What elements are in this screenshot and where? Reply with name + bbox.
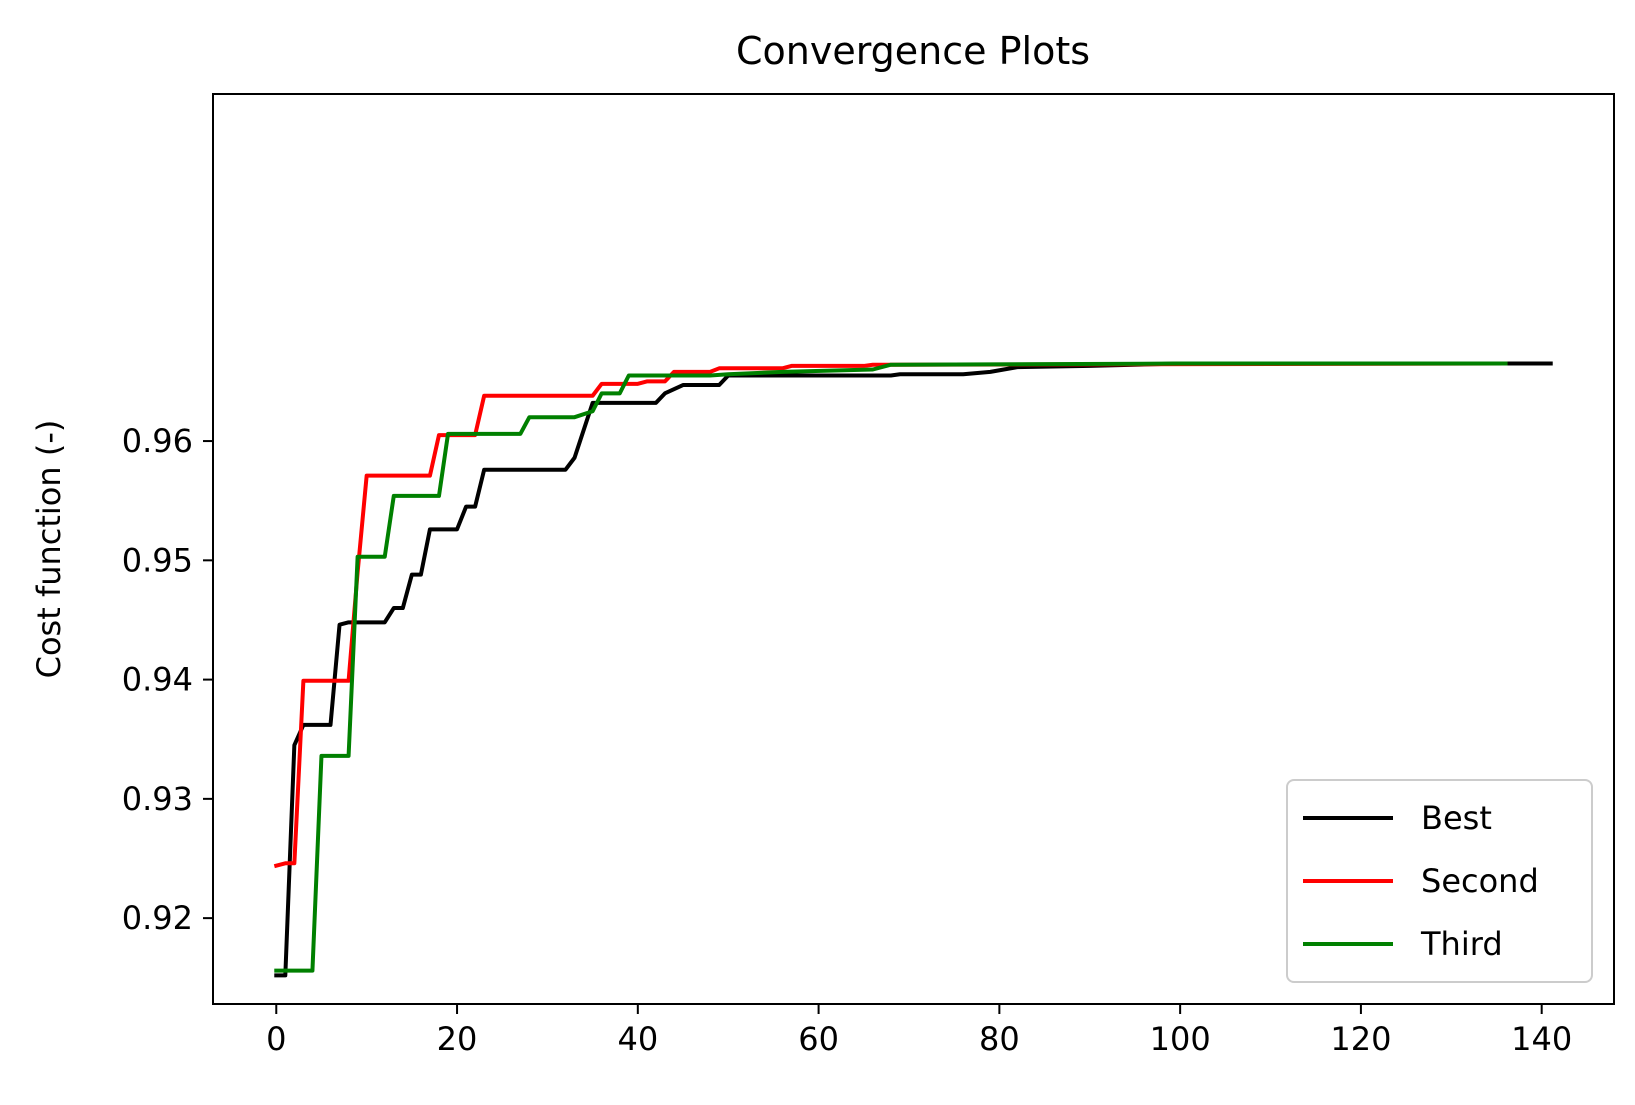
legend-label-best: Best	[1421, 799, 1492, 837]
series-line-second	[273, 361, 1508, 869]
y-tick-label: 0.93	[122, 780, 193, 818]
y-tick-label: 0.92	[122, 899, 193, 937]
x-tick-label: 80	[979, 1020, 1020, 1058]
y-axis: 0.92 0.93 0.94 0.95 0.96	[122, 422, 213, 937]
x-axis: 0 20 40 60 80 100 120 140	[266, 1004, 1572, 1058]
x-tick-label: 120	[1330, 1020, 1391, 1058]
legend: Best Second Third	[1286, 779, 1593, 983]
chart-title: Convergence Plots	[736, 29, 1090, 73]
y-tick-label: 0.94	[122, 661, 193, 699]
x-tick-label: 140	[1511, 1020, 1572, 1058]
x-tick-label: 100	[1150, 1020, 1211, 1058]
series-layer	[273, 361, 1553, 978]
x-tick-label: 40	[617, 1020, 658, 1058]
legend-label-third: Third	[1420, 925, 1503, 963]
y-axis-label: Cost function (-)	[30, 420, 68, 679]
plot-frame	[212, 93, 1615, 1005]
x-tick-label: 20	[437, 1020, 478, 1058]
y-tick-label: 0.96	[122, 422, 193, 460]
series-line-best	[274, 361, 1553, 978]
series-line-third	[274, 361, 1508, 973]
legend-box	[1286, 779, 1593, 983]
legend-label-second: Second	[1421, 862, 1539, 900]
x-tick-label: 0	[266, 1020, 286, 1058]
legend-entries: Best Second Third	[1303, 799, 1539, 963]
x-tick-label: 60	[798, 1020, 839, 1058]
y-tick-label: 0.95	[122, 541, 193, 579]
